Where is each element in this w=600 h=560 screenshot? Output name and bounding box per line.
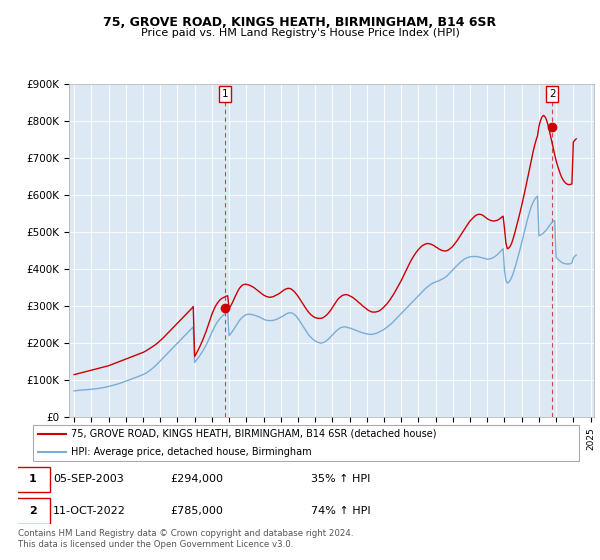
Text: 35% ↑ HPI: 35% ↑ HPI <box>311 474 371 484</box>
Text: 05-SEP-2003: 05-SEP-2003 <box>53 474 124 484</box>
Text: 74% ↑ HPI: 74% ↑ HPI <box>311 506 371 516</box>
Text: 2: 2 <box>29 506 37 516</box>
Text: 75, GROVE ROAD, KINGS HEATH, BIRMINGHAM, B14 6SR: 75, GROVE ROAD, KINGS HEATH, BIRMINGHAM,… <box>103 16 497 29</box>
Text: £785,000: £785,000 <box>170 506 223 516</box>
Text: 11-OCT-2022: 11-OCT-2022 <box>53 506 126 516</box>
FancyBboxPatch shape <box>33 424 579 461</box>
Text: 1: 1 <box>221 89 228 99</box>
Text: Price paid vs. HM Land Registry's House Price Index (HPI): Price paid vs. HM Land Registry's House … <box>140 28 460 38</box>
Text: 1: 1 <box>29 474 37 484</box>
Text: 75, GROVE ROAD, KINGS HEATH, BIRMINGHAM, B14 6SR (detached house): 75, GROVE ROAD, KINGS HEATH, BIRMINGHAM,… <box>71 429 437 439</box>
Text: 2: 2 <box>549 89 556 99</box>
Text: Contains HM Land Registry data © Crown copyright and database right 2024.
This d: Contains HM Land Registry data © Crown c… <box>18 529 353 549</box>
FancyBboxPatch shape <box>15 466 50 492</box>
Text: £294,000: £294,000 <box>170 474 223 484</box>
Text: HPI: Average price, detached house, Birmingham: HPI: Average price, detached house, Birm… <box>71 447 312 457</box>
FancyBboxPatch shape <box>15 498 50 524</box>
